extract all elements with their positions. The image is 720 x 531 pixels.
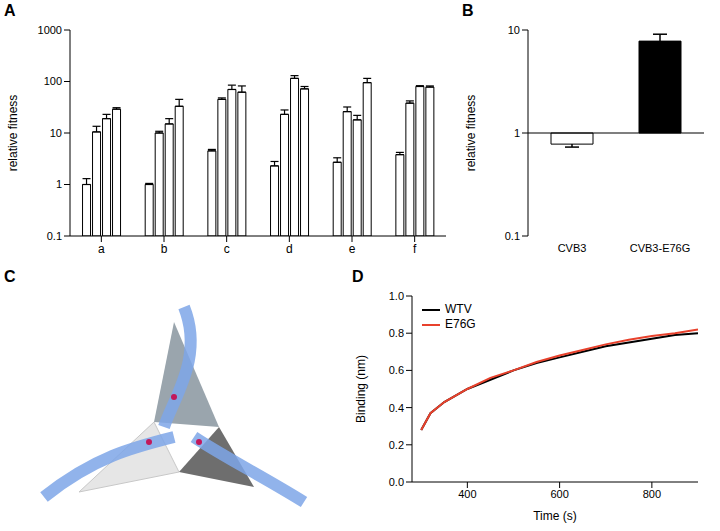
svg-text:800: 800 [643, 488, 661, 500]
svg-text:CVB3-E76G: CVB3-E76G [630, 242, 691, 254]
svg-text:c: c [224, 242, 230, 256]
svg-text:Time (s): Time (s) [533, 509, 577, 523]
svg-text:10: 10 [50, 127, 62, 139]
html-text:C: C [4, 268, 16, 285]
svg-text:1: 1 [56, 178, 62, 190]
svg-text:0.8: 0.8 [389, 327, 404, 339]
svg-text:f: f [413, 242, 417, 256]
svg-text:e: e [349, 242, 356, 256]
svg-text:0.0: 0.0 [389, 476, 404, 488]
svg-text:1: 1 [514, 127, 520, 139]
svg-text:CVB3: CVB3 [558, 242, 587, 254]
svg-text:1000: 1000 [38, 24, 62, 36]
html-text:A: A [4, 2, 16, 19]
html-text:E76G: E76G [445, 317, 476, 331]
svg-text:b: b [161, 242, 168, 256]
svg-text:relative fitness: relative fitness [6, 95, 20, 172]
svg-text:a: a [98, 242, 105, 256]
svg-text:0.6: 0.6 [389, 364, 404, 376]
svg-text:1.0: 1.0 [389, 290, 404, 302]
svg-text:0.2: 0.2 [389, 439, 404, 451]
svg-text:d: d [286, 242, 293, 256]
svg-text:0.1: 0.1 [505, 230, 520, 242]
svg-text:400: 400 [458, 488, 476, 500]
svg-text:600: 600 [550, 488, 568, 500]
svg-text:0.4: 0.4 [389, 402, 404, 414]
html-text:D: D [352, 268, 364, 285]
html-text:WTV: WTV [445, 302, 472, 316]
svg-text:Binding (nm): Binding (nm) [354, 355, 368, 423]
svg-text:0.1: 0.1 [47, 230, 62, 242]
svg-text:10: 10 [508, 24, 520, 36]
svg-text:relative fitness: relative fitness [464, 95, 478, 172]
html-text:B: B [462, 2, 474, 19]
svg-text:100: 100 [44, 75, 62, 87]
